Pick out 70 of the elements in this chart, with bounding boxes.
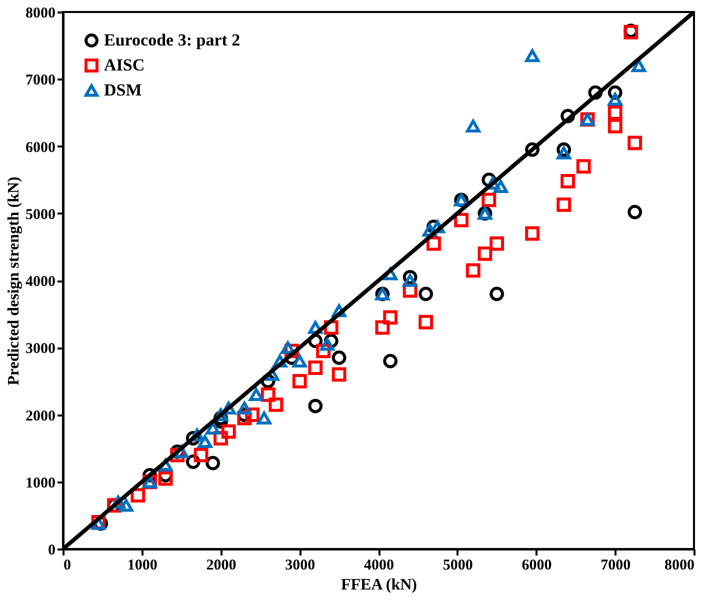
point — [221, 424, 236, 439]
point — [383, 310, 398, 325]
y-tick-label: 4000 — [26, 274, 56, 290]
point — [332, 350, 346, 365]
x-tick-label: 8000 — [664, 558, 694, 574]
point — [628, 204, 642, 220]
point — [383, 354, 398, 368]
y-tick-label: 0 — [48, 542, 56, 558]
point — [556, 197, 572, 212]
legend-label: Eurocode 3: part 2 — [104, 30, 240, 50]
point — [588, 85, 603, 100]
point — [608, 92, 622, 106]
x-axis-title: FFEA (kN) — [341, 576, 417, 594]
legend-label: AISC — [104, 56, 145, 74]
point — [482, 172, 496, 187]
point — [118, 498, 134, 512]
x-tick-label: 1000 — [127, 558, 158, 574]
point — [466, 263, 480, 278]
y-tick-label: 1000 — [26, 475, 56, 492]
point — [332, 367, 346, 382]
x-tick-label: 3000 — [285, 558, 316, 574]
point — [478, 246, 492, 261]
point — [494, 180, 508, 193]
y-tick-label: 2000 — [26, 408, 56, 424]
point — [418, 314, 434, 330]
x-tick-label: 2000 — [206, 558, 236, 574]
point — [482, 192, 496, 208]
y-tick-label: 8000 — [26, 6, 56, 22]
point — [418, 286, 434, 302]
x-tick-label: 4000 — [364, 558, 394, 574]
point — [608, 118, 622, 134]
point — [308, 398, 323, 414]
point — [556, 146, 572, 160]
point — [632, 59, 646, 72]
point — [490, 286, 504, 302]
point — [206, 456, 220, 470]
x-tick-label: 6000 — [522, 558, 552, 574]
x-tick-label: 0 — [64, 558, 71, 574]
point — [194, 448, 208, 462]
point — [628, 136, 642, 150]
point — [320, 338, 334, 351]
y-axis-title: Predicted design strength (kN) — [6, 176, 22, 386]
x-tick-label: 7000 — [600, 558, 631, 574]
y-tick-label: 5000 — [26, 206, 56, 223]
point — [525, 49, 540, 62]
point — [292, 354, 307, 368]
point — [158, 471, 173, 486]
point — [525, 142, 540, 157]
point — [198, 435, 212, 448]
y-tick-label: 6000 — [26, 140, 56, 156]
point — [576, 159, 591, 174]
point — [292, 374, 307, 388]
point — [268, 397, 284, 412]
point — [308, 360, 323, 375]
point — [525, 226, 540, 241]
point — [560, 174, 575, 188]
point — [206, 422, 220, 435]
point — [249, 388, 264, 402]
legend-label: DSM — [104, 80, 142, 100]
point — [466, 120, 480, 133]
point — [402, 274, 418, 287]
y-tick-label: 7000 — [26, 72, 56, 89]
point — [256, 412, 272, 425]
x-tick-label: 5000 — [442, 558, 473, 574]
y-tick-label: 3000 — [26, 341, 56, 358]
point — [490, 236, 504, 251]
point — [560, 108, 575, 124]
point — [608, 105, 622, 120]
point — [237, 402, 252, 414]
point — [375, 320, 390, 335]
